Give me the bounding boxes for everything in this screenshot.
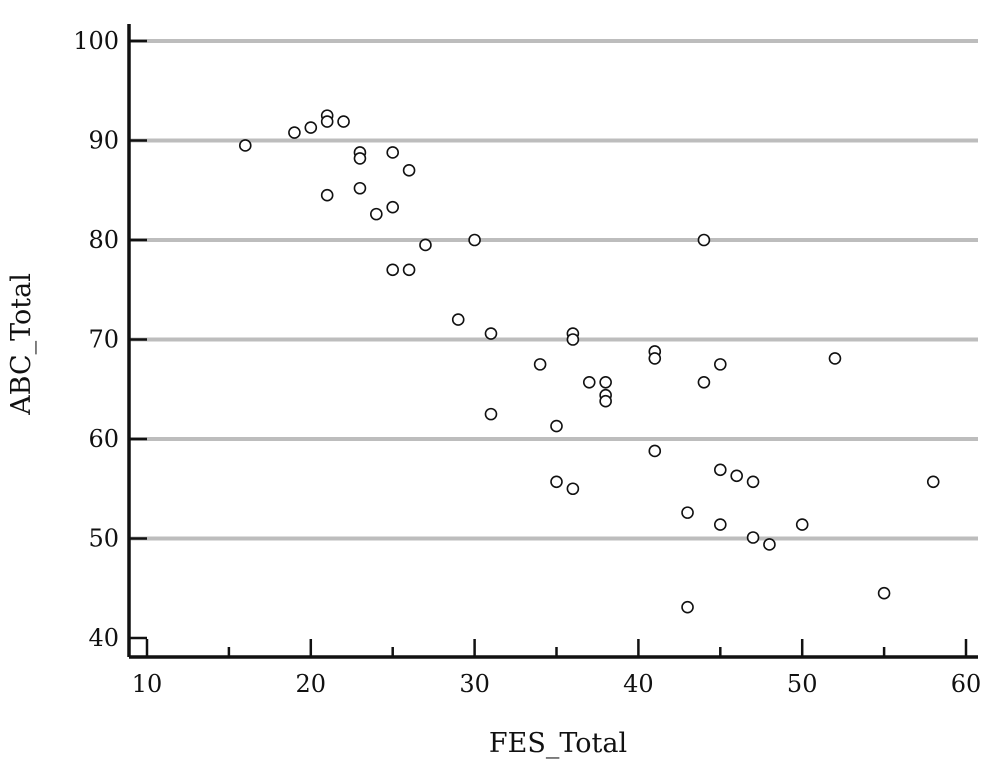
data-point — [599, 394, 612, 408]
data-point — [353, 152, 367, 165]
data-point — [746, 475, 760, 489]
data-point — [419, 238, 432, 252]
data-point — [468, 233, 481, 247]
y-axis-title: ABC_Total — [6, 273, 37, 416]
y-tick-label: 90 — [88, 127, 119, 155]
data-point — [648, 444, 662, 458]
data-point — [550, 475, 563, 489]
data-point — [566, 482, 580, 496]
y-tick-label: 40 — [88, 624, 119, 652]
gridlines — [129, 39, 978, 541]
data-point — [451, 313, 465, 326]
data-point — [484, 407, 498, 421]
x-tick-label: 30 — [459, 670, 490, 698]
data-point — [337, 115, 350, 128]
data-point — [582, 375, 596, 389]
x-tick-label: 50 — [787, 670, 818, 698]
data-point — [697, 233, 711, 247]
data-point — [402, 263, 416, 277]
data-point — [713, 358, 727, 371]
x-tick-label: 20 — [296, 670, 327, 698]
y-tick-label: 100 — [73, 27, 119, 55]
data-point — [828, 352, 842, 365]
data-point — [402, 164, 416, 177]
data-point — [763, 538, 776, 551]
data-point — [713, 518, 727, 531]
data-point — [713, 463, 727, 477]
data-point — [320, 188, 334, 202]
data-point — [566, 333, 580, 346]
data-point — [386, 200, 400, 214]
y-tick-label: 80 — [88, 226, 119, 254]
data-point — [746, 531, 760, 544]
data-point — [320, 115, 334, 128]
data-point — [648, 352, 662, 365]
data-point — [238, 139, 252, 152]
x-axis-title: FES_Total — [489, 728, 627, 759]
data-point — [484, 327, 498, 340]
data-points — [238, 109, 940, 614]
y-tick-label: 60 — [88, 425, 119, 453]
data-point — [533, 358, 547, 371]
data-point — [795, 518, 809, 531]
data-point — [288, 126, 301, 139]
data-point — [386, 263, 400, 277]
x-tick-label: 10 — [132, 670, 163, 698]
data-point — [697, 375, 711, 389]
data-point — [877, 586, 891, 600]
y-tick-label: 50 — [88, 525, 119, 553]
data-point — [386, 146, 400, 159]
data-point — [550, 419, 563, 433]
axes: 40 50 60 70 80 90 100 10 20 30 40 50 60 — [73, 24, 981, 698]
data-point — [681, 506, 694, 519]
data-point — [353, 181, 367, 195]
x-tick-label: 60 — [951, 670, 982, 698]
data-point — [304, 121, 318, 134]
data-point — [730, 469, 743, 483]
data-point — [681, 600, 694, 614]
x-tick-label: 40 — [623, 670, 654, 698]
data-point — [370, 207, 383, 221]
data-point — [926, 475, 940, 489]
y-tick-label: 70 — [88, 326, 119, 354]
data-point — [599, 375, 612, 389]
